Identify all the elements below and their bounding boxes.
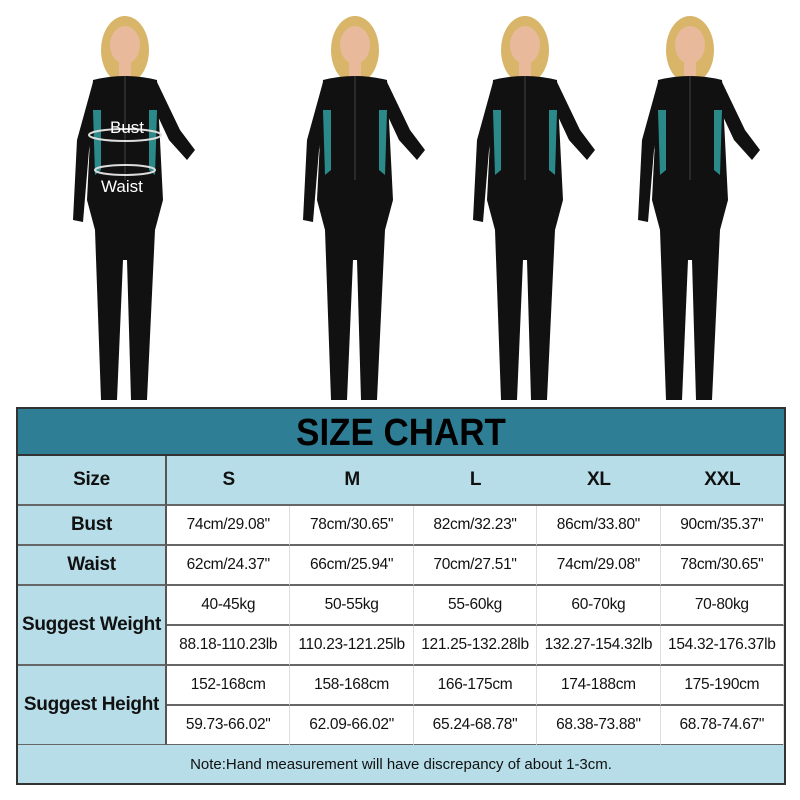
- row-label-suggest-weight: Suggest Weight: [18, 586, 167, 666]
- table-cell: 70cm/27.51": [413, 546, 538, 586]
- product-photo-models: Bust Waist: [73, 16, 760, 400]
- size-header-xxl: XXL: [660, 456, 784, 506]
- model-figure: [73, 16, 195, 400]
- row-label-suggest-height: Suggest Height: [18, 666, 167, 746]
- size-header-l: L: [413, 456, 538, 506]
- table-cell: 65.24-68.78": [413, 706, 538, 746]
- model-figure: [303, 16, 425, 400]
- table-cell: 60-70kg: [537, 586, 661, 626]
- table-cell: 50-55kg: [290, 586, 414, 626]
- table-cell: 121.25-132.28lb: [413, 626, 538, 666]
- table-cell: 68.38-73.88": [537, 706, 661, 746]
- table-cell: 110.23-121.25lb: [290, 626, 414, 666]
- table-cell: 62.09-66.02": [290, 706, 414, 746]
- measurement-guides: Bust Waist: [88, 118, 162, 196]
- size-header-m: M: [290, 456, 414, 506]
- table-cell: 88.18-110.23lb: [167, 626, 291, 666]
- table-cell: 82cm/32.23": [413, 506, 538, 546]
- size-chart-title: SIZE CHART: [18, 409, 784, 456]
- table-cell: 158-168cm: [290, 666, 414, 706]
- table-cell: 70-80kg: [660, 586, 784, 626]
- table-cell: 152-168cm: [167, 666, 291, 706]
- model-figure: [473, 16, 595, 400]
- table-cell: 175-190cm: [660, 666, 784, 706]
- table-cell: 68.78-74.67": [660, 706, 784, 746]
- table-cell: 62cm/24.37": [167, 546, 291, 586]
- table-cell: 90cm/35.37": [660, 506, 784, 546]
- size-header-label: Size: [18, 456, 167, 506]
- table-cell: 59.73-66.02": [167, 706, 291, 746]
- table-cell: 78cm/30.65": [660, 546, 784, 586]
- table-cell: 55-60kg: [413, 586, 538, 626]
- size-chart-table: SIZE CHART Size S M L XL XXL Bust 74cm/29.08" 78…: [16, 407, 786, 785]
- bust-label: Bust: [110, 118, 144, 137]
- size-header-s: S: [167, 456, 291, 506]
- table-cell: 66cm/25.94": [290, 546, 414, 586]
- row-label-bust: Bust: [18, 506, 167, 546]
- model-figure: [638, 16, 760, 400]
- size-header-xl: XL: [537, 456, 661, 506]
- table-cell: 40-45kg: [167, 586, 291, 626]
- table-cell: 132.27-154.32lb: [537, 626, 661, 666]
- table-cell: 74cm/29.08": [537, 546, 661, 586]
- table-cell: 86cm/33.80": [537, 506, 661, 546]
- measurement-note: Note:Hand measurement will have discrepa…: [18, 745, 784, 783]
- table-cell: 74cm/29.08": [167, 506, 291, 546]
- table-cell: 154.32-176.37lb: [660, 626, 784, 666]
- waist-label: Waist: [101, 177, 143, 196]
- table-cell: 166-175cm: [413, 666, 538, 706]
- table-cell: 78cm/30.65": [290, 506, 414, 546]
- table-cell: 174-188cm: [537, 666, 661, 706]
- row-label-waist: Waist: [18, 546, 167, 586]
